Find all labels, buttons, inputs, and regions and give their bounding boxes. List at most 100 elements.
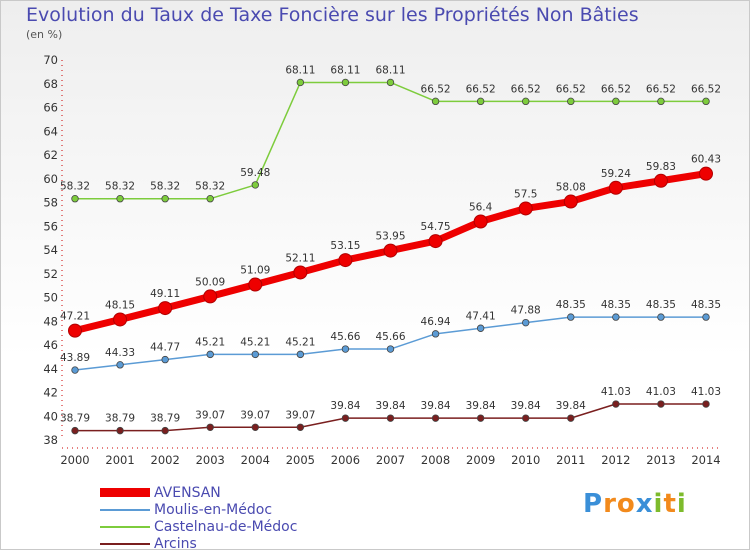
data-point bbox=[657, 400, 665, 408]
legend-label: AVENSAN bbox=[154, 484, 221, 501]
data-point bbox=[431, 414, 440, 422]
data-point bbox=[341, 414, 350, 422]
data-point bbox=[296, 350, 305, 359]
data-label: 68.11 bbox=[375, 64, 405, 76]
data-label: 41.03 bbox=[601, 386, 631, 398]
data-label: 45.21 bbox=[285, 336, 315, 348]
series-layer: 38.79 38.79 38.79 39.07 39.07 39.07 39.84 39.84… bbox=[60, 64, 721, 435]
data-label: 49.11 bbox=[150, 288, 180, 300]
data-point bbox=[161, 194, 169, 203]
data-label: 38.79 bbox=[60, 413, 90, 425]
x-tick-label: 2002 bbox=[151, 453, 180, 467]
logo-letter: P bbox=[583, 489, 604, 519]
data-label: 39.84 bbox=[556, 400, 586, 412]
data-point bbox=[293, 265, 308, 280]
data-point bbox=[296, 423, 305, 431]
data-label: 39.84 bbox=[511, 400, 541, 412]
data-point bbox=[113, 312, 128, 327]
x-tick-label: 2004 bbox=[241, 453, 270, 467]
data-point bbox=[612, 400, 620, 408]
x-tick-label: 2013 bbox=[646, 453, 675, 467]
x-tick-label: 2010 bbox=[511, 453, 540, 467]
data-label: 39.07 bbox=[240, 409, 270, 421]
data-label: 39.84 bbox=[466, 400, 496, 412]
legend: AVENSAN Moulis-en-Médoc Castelnau-de-Méd… bbox=[100, 484, 297, 552]
data-label: 39.84 bbox=[330, 400, 360, 412]
data-point bbox=[563, 194, 578, 209]
data-label: 43.89 bbox=[60, 352, 90, 364]
data-point bbox=[71, 366, 79, 374]
legend-item-arcins: Arcins bbox=[100, 535, 297, 552]
data-label: 47.21 bbox=[60, 311, 90, 323]
x-tick-label: 2007 bbox=[376, 453, 405, 467]
data-point bbox=[386, 414, 395, 422]
data-point bbox=[612, 97, 620, 106]
legend-swatch-moulis bbox=[100, 508, 150, 511]
data-label: 41.03 bbox=[646, 386, 676, 398]
data-label: 45.21 bbox=[195, 336, 225, 348]
x-tick-label: 2001 bbox=[105, 453, 134, 467]
data-label: 38.79 bbox=[150, 413, 180, 425]
data-label: 56.4 bbox=[469, 202, 493, 214]
data-label: 58.32 bbox=[105, 181, 135, 193]
logo-letter: t bbox=[663, 489, 677, 519]
data-label: 50.09 bbox=[195, 276, 225, 288]
data-label: 47.41 bbox=[466, 310, 496, 322]
x-tick-label: 2005 bbox=[286, 453, 315, 467]
y-tick-label: 70 bbox=[43, 53, 58, 67]
y-tick-label: 42 bbox=[43, 386, 58, 400]
data-label: 39.07 bbox=[195, 409, 225, 421]
y-tick-label: 38 bbox=[43, 433, 58, 447]
series-arcins: 38.79 38.79 38.79 39.07 39.07 39.07 39.84 39.84… bbox=[60, 386, 721, 435]
data-label: 52.11 bbox=[285, 252, 315, 264]
data-point bbox=[431, 97, 440, 106]
data-point bbox=[296, 78, 305, 87]
y-tick-label: 64 bbox=[43, 124, 58, 138]
data-label: 59.48 bbox=[240, 167, 270, 179]
data-point bbox=[71, 426, 79, 435]
data-label: 58.08 bbox=[556, 182, 586, 194]
y-tick-label: 48 bbox=[43, 314, 58, 328]
y-tick-label: 58 bbox=[43, 196, 58, 210]
data-point bbox=[612, 313, 620, 321]
data-point bbox=[476, 414, 485, 422]
data-label: 66.52 bbox=[556, 83, 586, 95]
data-label: 46.94 bbox=[421, 316, 451, 328]
data-label: 45.66 bbox=[330, 331, 360, 343]
data-point bbox=[386, 345, 395, 353]
data-label: 57.5 bbox=[514, 188, 537, 200]
data-label: 48.35 bbox=[556, 299, 586, 311]
data-point bbox=[522, 318, 530, 327]
y-tick-label: 68 bbox=[43, 77, 58, 91]
data-label: 60.43 bbox=[691, 154, 721, 166]
data-label: 59.83 bbox=[646, 161, 676, 173]
proxiti-logo: Proxiti bbox=[583, 489, 687, 519]
data-label: 48.15 bbox=[105, 299, 135, 311]
data-point bbox=[702, 97, 710, 106]
data-point bbox=[206, 350, 214, 359]
data-label: 68.11 bbox=[285, 64, 315, 76]
data-label: 66.52 bbox=[601, 83, 631, 95]
data-label: 44.33 bbox=[105, 347, 135, 359]
legend-label: Castelnau-de-Médoc bbox=[154, 518, 298, 535]
data-point bbox=[71, 194, 79, 203]
data-point bbox=[657, 313, 665, 321]
data-label: 66.52 bbox=[691, 83, 721, 95]
logo-letter: x bbox=[635, 489, 654, 519]
logo-letter: o bbox=[616, 489, 636, 519]
data-point bbox=[522, 414, 530, 422]
data-point bbox=[206, 194, 214, 203]
y-tick-label: 54 bbox=[43, 243, 58, 257]
data-point bbox=[161, 355, 169, 364]
legend-swatch-avensan bbox=[100, 488, 150, 497]
data-label: 39.84 bbox=[375, 400, 405, 412]
data-label: 59.24 bbox=[601, 168, 631, 180]
y-axis-unit-label: (en %) bbox=[26, 28, 63, 41]
data-point bbox=[116, 194, 124, 203]
y-tick-label: 62 bbox=[43, 148, 58, 162]
x-tick-label: 2003 bbox=[196, 453, 225, 467]
data-label: 44.77 bbox=[150, 342, 180, 354]
data-point bbox=[702, 400, 710, 408]
data-label: 48.35 bbox=[691, 299, 721, 311]
